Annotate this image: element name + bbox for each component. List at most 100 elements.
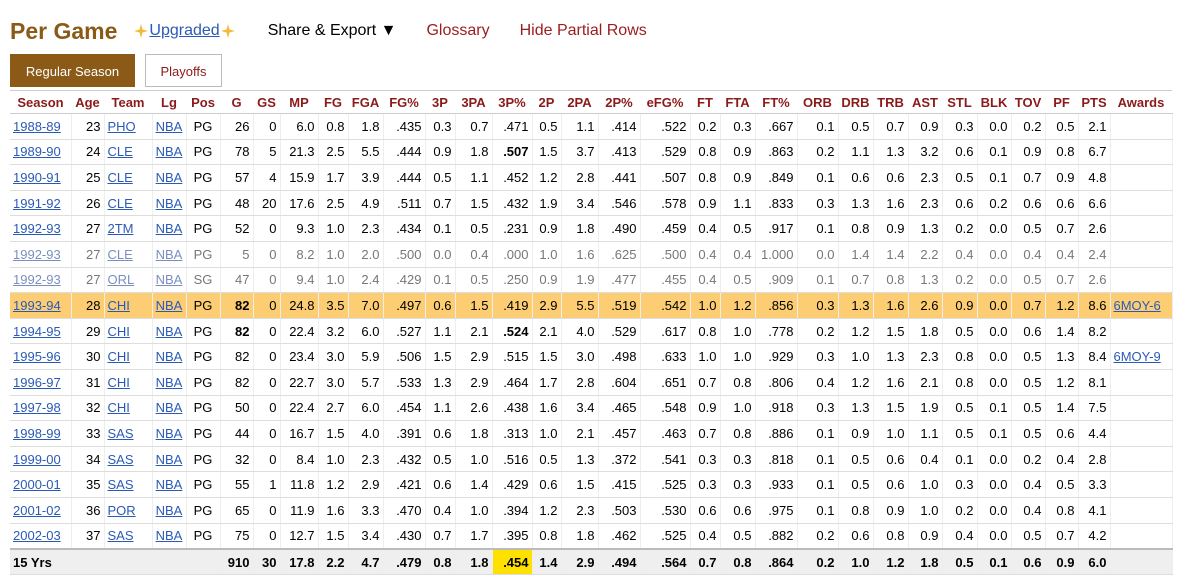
cell: 0.9	[690, 395, 721, 422]
table-row: 1992-93 27 CLE NBA PG 5 0 8.2 1.0 2.0.500 0.0 0.4.0…	[10, 241, 1173, 268]
hide-partial-rows[interactable]: Hide Partial Rows	[519, 22, 647, 39]
cell-link[interactable]: NBA	[155, 323, 183, 339]
cell	[1110, 267, 1173, 294]
cell-link[interactable]: NBA	[155, 169, 183, 185]
cell-link[interactable]: NBA	[155, 425, 183, 441]
cell: 1.2	[532, 497, 562, 524]
cell-link[interactable]: PHO	[107, 118, 136, 134]
cell: 1.5	[318, 420, 349, 447]
cell-link[interactable]: CHI	[107, 297, 130, 313]
cell: .507	[640, 164, 691, 191]
cell-link[interactable]: 1997-98	[13, 400, 61, 416]
cell-link[interactable]: CHI	[107, 323, 130, 339]
cell: PG	[186, 241, 221, 268]
tab[interactable]: Regular Season	[10, 54, 135, 87]
cell: .435	[383, 113, 426, 140]
cell: .477	[598, 267, 641, 294]
cell-link[interactable]: NBA	[155, 400, 183, 416]
cell-link[interactable]: SAS	[107, 451, 134, 467]
cell-link[interactable]: 1994-95	[13, 323, 61, 339]
cell-link[interactable]: POR	[107, 502, 136, 518]
cell-link[interactable]: CHI	[107, 349, 130, 365]
cell-link[interactable]: SAS	[107, 425, 134, 441]
cell: .617	[640, 318, 691, 345]
cell-link[interactable]: 1996-97	[13, 374, 61, 390]
cell: 1.5	[455, 292, 493, 319]
cell: 3.5	[318, 292, 349, 319]
cell-link[interactable]: 2002-03	[13, 528, 61, 544]
column-header: GS	[253, 90, 280, 114]
cell: 3.2	[908, 139, 943, 166]
cell-link[interactable]: NBA	[155, 195, 183, 211]
table-row: 1992-93 27 2TM NBA PG 52 0 9.3 1.0 2.3.434 0.1 0.5.…	[10, 215, 1173, 242]
cell: .459	[640, 215, 691, 242]
cell-link[interactable]: 6MOY-9	[1113, 349, 1161, 365]
cell-link[interactable]: CHI	[107, 374, 130, 390]
cell-link[interactable]: NBA	[155, 528, 183, 544]
cell: 0.7	[455, 113, 493, 140]
cell-link[interactable]: NBA	[155, 451, 183, 467]
cell-link[interactable]: NBA	[155, 144, 183, 160]
cell-link[interactable]: 1999-00	[13, 451, 61, 467]
cell: 6MOY-9	[1110, 343, 1173, 370]
cell-link[interactable]: 1995-96	[13, 349, 61, 365]
cell-link[interactable]: SAS	[107, 528, 134, 544]
cell-link[interactable]: CLE	[107, 246, 133, 262]
cell-link[interactable]: 2000-01	[13, 477, 61, 493]
cell: 0.9	[532, 215, 562, 242]
cell-link[interactable]: 1992-93	[13, 221, 61, 237]
cell: 1	[253, 471, 281, 498]
cell-link[interactable]: 1993-94	[13, 297, 61, 313]
cell-link[interactable]: SAS	[107, 477, 134, 493]
cell-link[interactable]: 1991-92	[13, 195, 61, 211]
cell-link[interactable]: NBA	[155, 297, 183, 313]
tab[interactable]: Playoffs	[145, 54, 222, 87]
cell: SG	[186, 267, 221, 294]
cell-link[interactable]: 1990-91	[13, 169, 61, 185]
column-header: Season	[10, 90, 71, 114]
cell: 0.1	[797, 420, 839, 447]
cell: 1.9	[532, 190, 562, 217]
cell-link[interactable]: 2001-02	[13, 502, 61, 518]
cell-link[interactable]: CLE	[107, 169, 133, 185]
cell: .497	[383, 292, 426, 319]
cell: 0.2	[797, 318, 839, 345]
cell: .856	[755, 292, 798, 319]
cell-link[interactable]: ORL	[107, 272, 135, 288]
cell-link[interactable]: CLE	[107, 195, 133, 211]
cell-link[interactable]: 6MOY-6	[1113, 297, 1161, 313]
cell-link[interactable]: 1998-99	[13, 425, 61, 441]
cell: 2.9	[561, 548, 599, 576]
cell-link[interactable]: NBA	[155, 502, 183, 518]
header: Per Game Upgraded Share & Export ▼ Gloss…	[10, 16, 647, 46]
cell-link[interactable]: CHI	[107, 400, 130, 416]
cell-link[interactable]: NBA	[155, 246, 183, 262]
cell-link[interactable]: 1992-93	[13, 246, 61, 262]
share-export[interactable]: Share & Export ▼	[267, 22, 397, 39]
glossary[interactable]: Glossary	[426, 22, 490, 39]
cell: 1.3	[873, 139, 909, 166]
cell-link[interactable]: NBA	[155, 118, 183, 134]
cell: 1.5	[532, 343, 562, 370]
cell: PG	[186, 139, 221, 166]
cell-link[interactable]: NBA	[155, 272, 183, 288]
cell-link[interactable]: 1989-90	[13, 144, 61, 160]
cell: .394	[492, 497, 533, 524]
cell-link[interactable]: NBA	[155, 221, 183, 237]
cell-link[interactable]: 1988-89	[13, 118, 61, 134]
upgraded-link[interactable]: Upgraded	[149, 22, 220, 39]
cell	[1110, 190, 1173, 217]
cell: 1.7	[455, 523, 493, 550]
cell: 0.9	[720, 139, 756, 166]
cell-link[interactable]: NBA	[155, 477, 183, 493]
cell-link[interactable]: NBA	[155, 349, 183, 365]
cell: .454	[492, 548, 533, 576]
cell: 0.5	[1045, 471, 1079, 498]
column-header: FGA	[348, 90, 383, 114]
cell: 0.5	[942, 420, 978, 447]
cell-link[interactable]: CLE	[107, 144, 133, 160]
cell-link[interactable]: 2TM	[107, 221, 134, 237]
cell-link[interactable]: NBA	[155, 374, 183, 390]
cell: PG	[186, 164, 221, 191]
cell-link[interactable]: 1992-93	[13, 272, 61, 288]
